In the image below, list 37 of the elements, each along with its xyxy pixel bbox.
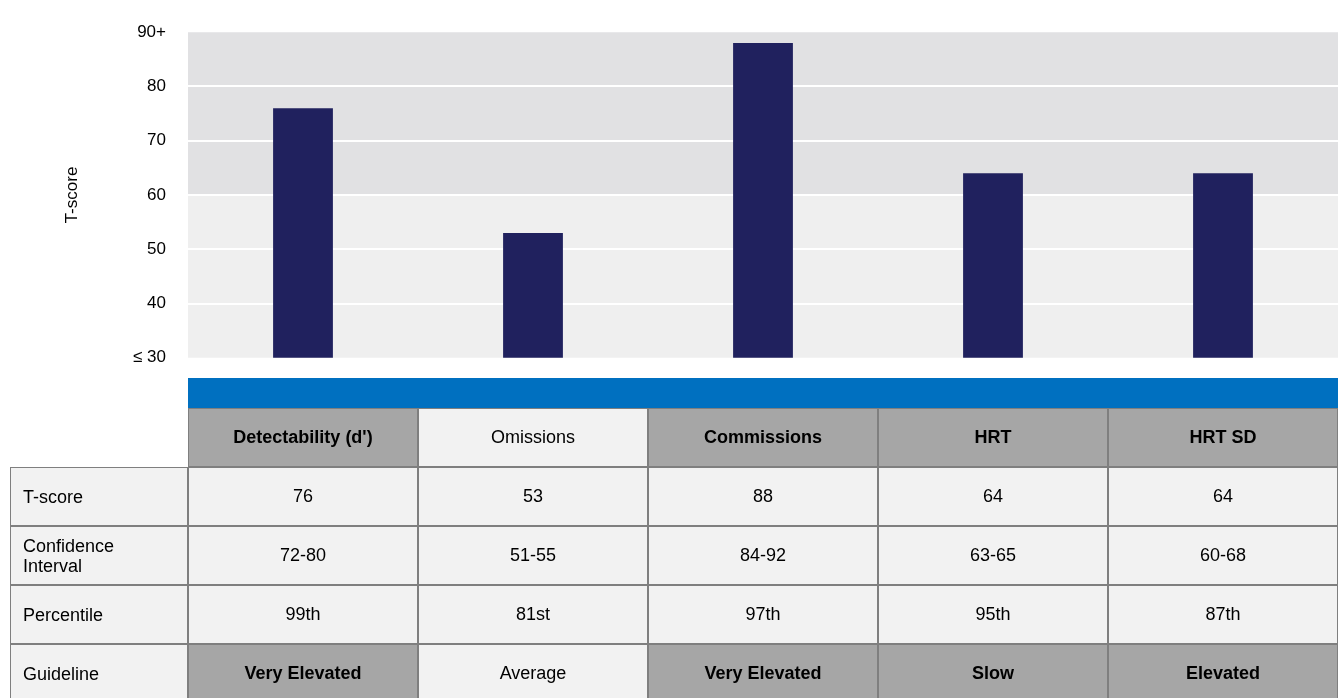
y-axis-title: T-score	[61, 166, 81, 224]
data-label: 53	[418, 467, 648, 526]
y-tick-label: 50	[147, 238, 166, 258]
y-tick-label: 90+	[137, 21, 167, 41]
text: 97th	[648, 585, 878, 644]
text: 99th	[188, 585, 418, 644]
text: 81st	[418, 585, 648, 644]
text: Elevated	[1108, 644, 1338, 698]
text: Very Elevated	[188, 644, 418, 698]
text: 72-80	[188, 526, 418, 585]
text: 95th	[878, 585, 1108, 644]
text: 63-65	[878, 526, 1108, 585]
data-label: 64	[878, 467, 1108, 526]
text: T-score	[10, 467, 188, 526]
text: 51-55	[418, 526, 648, 585]
data-label: 76	[188, 467, 418, 526]
y-tick-label: 70	[147, 130, 166, 150]
x-tick-label: HRT SD	[1108, 408, 1338, 467]
y-tick-label: 60	[147, 184, 166, 204]
text: Confidence Interval	[10, 526, 188, 585]
x-tick-label: HRT	[878, 408, 1108, 467]
text: Average	[418, 644, 648, 698]
text: Guideline	[10, 644, 188, 698]
text: 84-92	[648, 526, 878, 585]
text: Percentile	[10, 585, 188, 644]
data-label: 88	[648, 467, 878, 526]
y-tick-label: 80	[147, 76, 166, 96]
text: Slow	[878, 644, 1108, 698]
x-tick-label: Commissions	[648, 408, 878, 467]
x-tick-label: Detectability (d')	[188, 408, 418, 467]
y-tick-label: ≤ 30	[133, 347, 166, 367]
text: 87th	[1108, 585, 1338, 644]
x-tick-label: Omissions	[418, 408, 648, 467]
y-tick-label: 40	[147, 293, 166, 313]
text: 60-68	[1108, 526, 1338, 585]
text: Very Elevated	[648, 644, 878, 698]
data-label: 64	[1108, 467, 1338, 526]
